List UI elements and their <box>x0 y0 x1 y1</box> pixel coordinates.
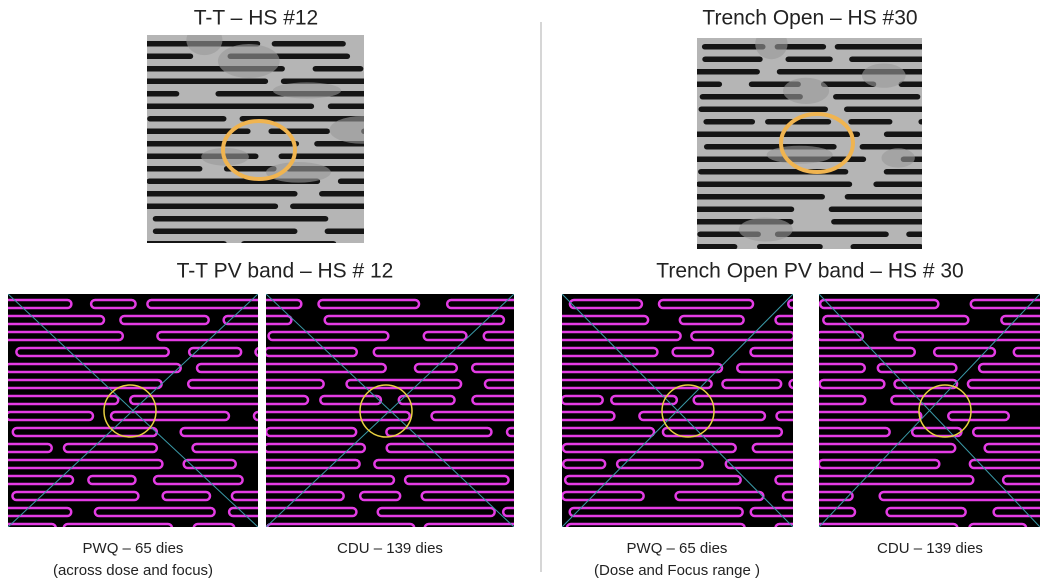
line-feature <box>845 194 990 200</box>
texture <box>881 148 914 167</box>
line-feature <box>873 182 924 188</box>
line-feature <box>849 57 957 63</box>
line-feature <box>699 107 828 113</box>
texture <box>330 116 395 144</box>
caption: PWQ – 65 dies <box>83 540 184 557</box>
sem-title: T-T – HS #12 <box>194 7 319 30</box>
caption: PWQ – 65 dies <box>627 540 728 557</box>
line-feature <box>268 129 330 135</box>
line-feature <box>328 104 427 110</box>
line-feature <box>338 179 439 185</box>
texture <box>767 146 833 164</box>
sem-image <box>682 28 1027 249</box>
texture <box>862 63 906 87</box>
texture <box>783 78 829 104</box>
pv-contour <box>194 524 235 532</box>
pv-band-image <box>799 294 1042 532</box>
texture <box>218 44 280 78</box>
line-feature <box>833 94 920 100</box>
texture <box>273 82 341 98</box>
line-feature <box>786 57 833 63</box>
pv-contour <box>969 524 1026 532</box>
texture <box>755 28 787 59</box>
line-feature <box>829 207 970 213</box>
line-feature <box>775 232 889 238</box>
line-feature <box>140 191 297 197</box>
caption: CDU – 139 dies <box>877 540 983 557</box>
pv-contour <box>805 524 957 532</box>
line-feature <box>844 107 934 113</box>
line-feature <box>137 241 227 247</box>
line-feature <box>131 166 202 172</box>
caption: (across dose and focus) <box>53 562 213 579</box>
line-feature <box>272 41 346 47</box>
line-feature <box>142 54 193 60</box>
line-feature <box>884 132 983 138</box>
line-feature <box>290 204 368 210</box>
line-feature <box>693 132 860 138</box>
line-feature <box>899 82 997 88</box>
sem-title: Trench Open – HS #30 <box>702 7 917 30</box>
line-feature <box>134 79 268 85</box>
line-feature <box>361 129 450 135</box>
caption: CDU – 139 dies <box>337 540 443 557</box>
line-feature <box>692 207 794 213</box>
caption: (Dose and Focus range ) <box>594 562 760 579</box>
pv-title: T-T PV band – HS # 12 <box>177 260 394 283</box>
line-feature <box>884 169 1000 175</box>
line-feature <box>147 116 226 122</box>
figure: T-T – HS #12 Trench Open – HS #30 T-T PV… <box>0 0 1042 580</box>
line-feature <box>325 229 443 235</box>
line-feature <box>153 229 298 235</box>
pv-contour <box>267 524 414 532</box>
pv-contour <box>64 524 172 532</box>
line-feature <box>241 241 336 247</box>
line-feature <box>835 44 950 50</box>
line-feature <box>682 82 722 88</box>
line-feature <box>313 66 364 72</box>
line-feature <box>132 91 179 97</box>
texture <box>266 162 331 183</box>
sem-image <box>129 25 478 246</box>
line-feature <box>851 244 924 249</box>
line-feature <box>314 141 478 147</box>
line-feature <box>831 219 963 225</box>
line-feature <box>140 104 314 110</box>
line-feature <box>696 182 852 188</box>
pv-title: Trench Open PV band – HS # 30 <box>656 260 963 283</box>
line-feature <box>901 157 999 163</box>
line-feature <box>153 216 329 222</box>
line-feature <box>918 119 1020 125</box>
line-feature <box>129 141 299 147</box>
texture <box>739 218 793 242</box>
line-feature <box>134 204 278 210</box>
pv-contour <box>567 524 745 532</box>
line-feature <box>906 232 949 238</box>
line-feature <box>279 154 425 160</box>
line-feature <box>860 144 1027 150</box>
line-feature <box>702 57 762 63</box>
line-feature <box>692 244 737 249</box>
line-feature <box>688 69 760 75</box>
line-feature <box>848 119 892 125</box>
pv-contour <box>3 524 56 532</box>
line-feature <box>703 119 755 125</box>
line-feature <box>694 194 825 200</box>
line-feature <box>757 244 823 249</box>
line-feature <box>319 191 421 197</box>
